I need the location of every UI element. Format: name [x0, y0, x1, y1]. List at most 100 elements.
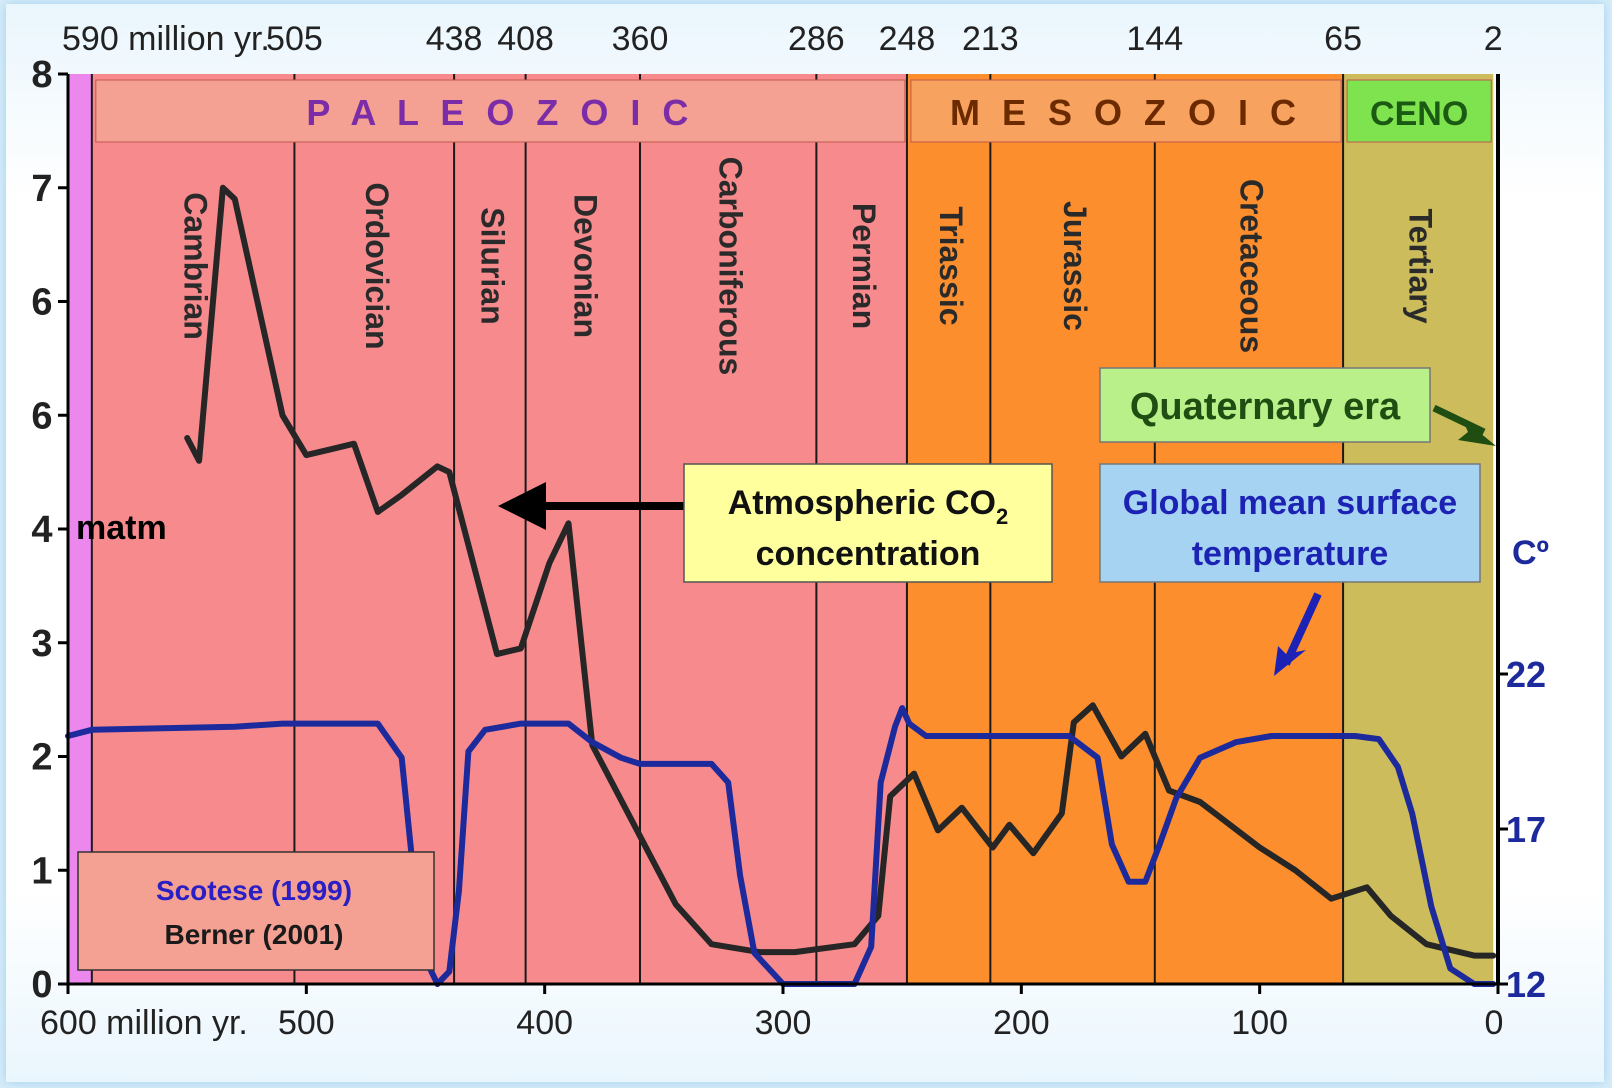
bottom-tick-label-0: 0: [1485, 1004, 1504, 1042]
top-tick-label-360: 360: [612, 20, 669, 58]
series-temp-point-42: [1270, 734, 1274, 738]
series-temp-point-13: [519, 722, 523, 726]
series-temp-point-19: [710, 762, 713, 766]
left-tick-label-2: 2: [31, 737, 52, 779]
period-labels: Cambrian Ordovician Silurian Devonian Carbon…: [178, 157, 1439, 376]
series-co2-point-15: [567, 521, 570, 525]
top-tick-label-213: 213: [962, 20, 1019, 58]
right-tick-label-22: 22: [1506, 654, 1546, 695]
series-temp-point-34: [1096, 756, 1100, 760]
series-temp-point-16: [619, 756, 623, 760]
series-co2-point-22: [853, 942, 856, 946]
right-tick-label-17: 17: [1506, 809, 1546, 850]
series-co2-point-2: [221, 186, 225, 190]
top-tick-label-408: 408: [497, 20, 554, 58]
series-temp-point-28: [893, 725, 897, 729]
bottom-tick-label-500: 500: [278, 1004, 335, 1042]
temperature-annotation-arrowhead: [1274, 646, 1306, 676]
series-temp-point-36: [1127, 880, 1131, 884]
series-temp-point-3: [281, 722, 284, 726]
left-tick-label-7: 7: [31, 168, 52, 210]
top-tick-label-590: 590 million yr.: [62, 20, 270, 58]
bottom-tick-label-200: 200: [993, 1004, 1050, 1042]
series-temp-point-31: [924, 734, 928, 738]
temperature-annotation-box: [1099, 463, 1481, 583]
right-axis-ticks: 12 17 22: [1498, 654, 1546, 1005]
era-label-1: M E S O Z O I C: [950, 92, 1302, 133]
series-temp-point-18: [674, 762, 678, 766]
left-tick-label-5: 6: [31, 395, 52, 437]
top-tick-label-144: 144: [1126, 20, 1183, 58]
series-co2-point-8: [376, 510, 380, 514]
top-tick-label-438: 438: [426, 20, 483, 58]
series-temp-point-4: [376, 722, 380, 726]
series-co2-point-4: [281, 413, 284, 417]
bottom-tick-label-100: 100: [1231, 1004, 1288, 1042]
series-co2-point-41: [1365, 885, 1369, 889]
series-temp-point-30: [907, 722, 911, 726]
series-co2-point-21: [793, 950, 797, 954]
series-co2-point-13: [519, 646, 523, 650]
series-co2-point-18: [674, 902, 678, 906]
period-label-permian: Permian: [846, 203, 882, 329]
chart-svg: P A L E O Z O I C M E S O Z O I C CENO Cam…: [31, 20, 1549, 1042]
series-co2-point-37: [1198, 800, 1202, 804]
series-temp-point-1: [90, 728, 94, 732]
series-temp-point-12: [483, 728, 487, 732]
series-temp-point-22: [752, 951, 756, 955]
series-co2-point-14: [547, 561, 551, 565]
series-co2-point-19: [710, 942, 713, 946]
series-co2-point-35: [1143, 732, 1147, 736]
series-temp-point-32: [972, 734, 976, 738]
series-co2-point-10: [435, 464, 439, 468]
sources-box: Scotese (1999) Berner (2001): [77, 851, 435, 971]
period-band-ordovician: [294, 74, 455, 984]
series-co2-point-25: [912, 772, 916, 776]
period-label-triassic: Triassic: [933, 206, 969, 325]
top-axis-ticks: 590 million yr.505 438 408 360 286 248 213 144 6…: [62, 20, 1503, 58]
quaternary-annotation-arrowhead: [1458, 418, 1496, 446]
period-label-cambrian: Cambrian: [178, 192, 214, 340]
series-co2-point-17: [638, 834, 642, 838]
series-temp-point-20: [726, 781, 730, 784]
co2-annotation-subscript: 2: [996, 504, 1008, 529]
bottom-tick-label-600: 600 million yr.: [40, 1004, 248, 1042]
co2-annotation-line2: concentration: [756, 535, 981, 573]
series-temp-point-45: [1396, 765, 1400, 769]
series-co2-point-44: [1472, 954, 1476, 958]
series-co2-point-24: [888, 794, 892, 798]
series-temp-point-10: [457, 889, 461, 893]
co2-annotation-line1: Atmospheric CO2: [728, 484, 1009, 529]
series-temp-point-11: [466, 750, 470, 753]
period-label-jurassic: Jurassic: [1057, 201, 1093, 331]
left-axis-ticks: 0 1 2 3 4 6 6 7 8: [31, 54, 68, 1006]
series-co2-line: [184, 184, 1497, 959]
right-axis-label: Cº: [1512, 534, 1549, 572]
bottom-tick-label-400: 400: [516, 1004, 573, 1042]
series-co2-point-38: [1258, 846, 1262, 849]
series-co2-point-39: [1293, 868, 1297, 872]
series-co2-point-5: [304, 453, 308, 457]
series-co2-point-42: [1389, 914, 1393, 918]
series-temp-point-17: [638, 762, 642, 766]
top-tick-label-505: 505: [266, 20, 323, 58]
period-label-ordovician: Ordovician: [359, 182, 395, 349]
series-temp-point-37: [1143, 880, 1147, 884]
series-temp-point-33: [1067, 734, 1071, 738]
era-label-0: P A L E O Z O I C: [306, 92, 694, 133]
series-co2-point-28: [991, 846, 995, 849]
series-temp-point-43: [1353, 734, 1357, 738]
period-label-devonian: Devonian: [567, 194, 603, 338]
series-co2-point-32: [1072, 720, 1076, 724]
series-temp-point-5: [400, 756, 404, 760]
series-co2-point-45: [1491, 954, 1495, 958]
left-tick-label-0: 0: [31, 964, 52, 1006]
series-co2-point-30: [1031, 851, 1035, 855]
chart-frame: P A L E O Z O I C M E S O Z O I C CENO Cam…: [6, 4, 1604, 1082]
series-co2-point-36: [1167, 789, 1171, 793]
era-band-1: [910, 79, 1342, 143]
period-band-cambrian: [91, 74, 295, 984]
series-co2-point-3: [233, 197, 237, 201]
series-co2-point-6: [328, 447, 332, 451]
series-co2-point-34: [1119, 755, 1123, 758]
